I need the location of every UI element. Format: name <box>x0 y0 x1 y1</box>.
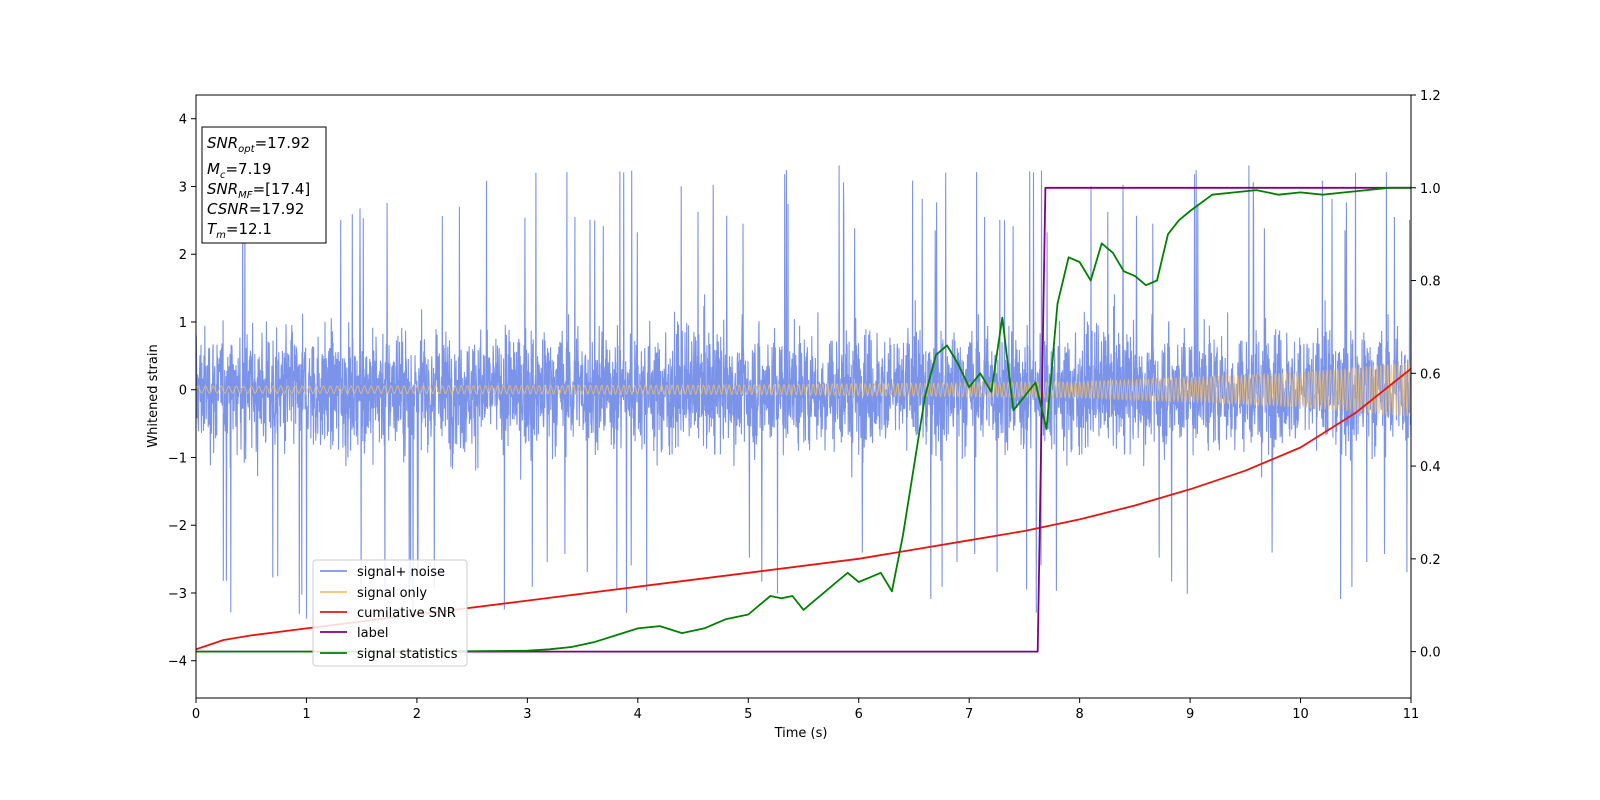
x-tick-label: 4 <box>634 707 642 722</box>
x-tick-label: 2 <box>413 707 421 722</box>
snr-mf-text: SNRMF=[17.4] <box>207 180 310 201</box>
y-left-tick-label: −1 <box>168 451 187 466</box>
x-tick-label: 1 <box>302 707 310 722</box>
plot-frame <box>195 94 1412 699</box>
snr-opt-text: SNRopt=17.92 <box>207 134 310 155</box>
y-axis-label: Whitened strain <box>146 344 161 447</box>
legend-label-label: label <box>357 626 388 641</box>
plot-data-layer <box>196 161 1411 653</box>
x-tick-label: 0 <box>192 707 200 722</box>
y-left-tick-label: 4 <box>179 113 187 128</box>
x-tick-label: 5 <box>744 707 752 722</box>
y-right-tick-label: 0.0 <box>1420 646 1441 661</box>
x-tick-label: 11 <box>1403 707 1420 722</box>
y-right-tick-label: 0.2 <box>1420 553 1441 568</box>
y-left-tick-label: 1 <box>179 316 187 331</box>
x-tick-label: 10 <box>1292 707 1309 722</box>
mc-text: Mc=7.19 <box>207 160 271 181</box>
y-left-tick-label: −2 <box>168 519 187 534</box>
y-left-tick-label: 0 <box>179 384 187 399</box>
y-right-tick-label: 0.8 <box>1420 275 1441 290</box>
x-tick-label: 9 <box>1186 707 1194 722</box>
series-cumulative-snr-line <box>196 367 1411 651</box>
legend-label-cumulative-snr: cumilative SNR <box>357 606 456 621</box>
info-box-frame <box>201 126 327 244</box>
x-tick-label: 7 <box>965 707 973 722</box>
tm-text: Tm=12.1 <box>207 220 272 241</box>
y-right-tick-label: 1.2 <box>1420 89 1441 104</box>
legend: signal+ noise signal only cumilative SNR… <box>312 559 468 667</box>
series-signal-only-line <box>196 362 1411 418</box>
y-right-tick-label: 1.0 <box>1420 182 1441 197</box>
legend-label-signal-statistics: signal statistics <box>357 647 458 662</box>
legend-label-signal-only: signal only <box>357 586 427 601</box>
y-left-tick-label: 3 <box>179 180 187 195</box>
y-right-tick-label: 0.6 <box>1420 367 1441 382</box>
y-left-tick-label: −3 <box>168 587 187 602</box>
y-left-tick-label: 2 <box>179 248 187 263</box>
legend-label-signal-noise: signal+ noise <box>357 565 445 580</box>
csnr-text: CSNR=17.92 <box>207 200 304 218</box>
x-axis-label: Time (s) <box>774 726 828 741</box>
x-tick-label: 6 <box>855 707 863 722</box>
x-tick-label: 8 <box>1075 707 1083 722</box>
y-left-tick-label: −4 <box>168 655 187 670</box>
x-tick-label: 3 <box>523 707 531 722</box>
info-box: SNRopt=17.92 Mc=7.19 SNRMF=[17.4] CSNR=1… <box>201 126 327 244</box>
series-label-line <box>196 186 1411 653</box>
series-signal-statistics-line <box>196 186 1411 653</box>
legend-frame <box>312 559 468 667</box>
y-right-tick-label: 0.4 <box>1420 460 1441 475</box>
axis-ticks: 0 1 2 3 4 5 6 7 8 9 10 11 −4 −3 −2 −1 0 1 2 3 4 0.0 0.2 0.4 0.6 0… <box>168 89 1441 722</box>
